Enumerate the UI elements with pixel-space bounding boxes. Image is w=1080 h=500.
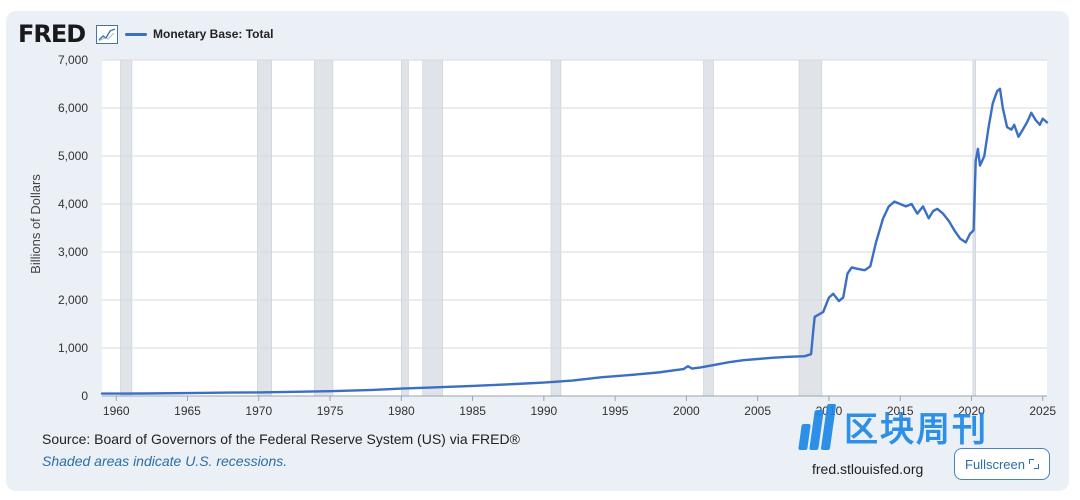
y-tick-label: 5,000: [58, 149, 88, 163]
legend-label: Monetary Base: Total: [153, 27, 274, 41]
legend-swatch: [125, 32, 147, 36]
recession-band: [798, 59, 823, 397]
x-tick-label: 2025: [1029, 404, 1056, 418]
recession-band: [550, 59, 562, 397]
fred-logo: FRED: [18, 20, 86, 48]
x-tick-label: 2020: [958, 404, 985, 418]
fullscreen-icon: [1028, 459, 1039, 469]
y-tick-label: 6,000: [58, 101, 88, 115]
chart-legend: Monetary Base: Total: [125, 27, 273, 41]
x-tick-label: 2005: [744, 404, 771, 418]
x-tick-label: 1985: [459, 404, 486, 418]
recession-band: [120, 59, 133, 397]
x-tick-label: 2015: [887, 404, 914, 418]
watermark-text: 区块周刊: [844, 410, 988, 450]
series-line: [100, 87, 1049, 395]
y-tick-label: 7,000: [58, 53, 88, 67]
site-url[interactable]: fred.stlouisfed.org: [812, 461, 924, 477]
recession-band: [422, 59, 443, 397]
source-note: Source: Board of Governors of the Federa…: [42, 431, 520, 447]
y-axis-title: Billions of Dollars: [28, 174, 43, 274]
fullscreen-button[interactable]: Fullscreen: [954, 448, 1050, 480]
x-tick-label: 1960: [103, 404, 130, 418]
recession-band: [257, 59, 272, 397]
x-tick-label: 1965: [174, 404, 201, 418]
y-tick-label: 4,000: [58, 197, 88, 211]
y-tick-label: 2,000: [58, 293, 88, 307]
recession-band: [703, 59, 714, 397]
fullscreen-label: Fullscreen: [965, 456, 1025, 472]
x-tick-label: 1970: [245, 404, 272, 418]
plot-area: [102, 60, 1047, 396]
x-tick-label: 1975: [317, 404, 344, 418]
watermark-bars-icon: [798, 403, 838, 450]
recession-band: [314, 59, 334, 397]
x-tick-label: 1990: [531, 404, 558, 418]
y-tick-label: 0: [81, 389, 88, 403]
recession-note: Shaded areas indicate U.S. recessions.: [42, 453, 288, 469]
watermark-logo: 区块周刊: [798, 402, 988, 451]
y-tick-label: 1,000: [58, 341, 88, 355]
recession-band: [401, 59, 409, 397]
chart-icon: [96, 25, 118, 44]
x-tick-label: 1995: [602, 404, 629, 418]
x-tick-label: 2000: [673, 404, 700, 418]
y-tick-label: 3,000: [58, 245, 88, 259]
x-tick-label: 1980: [388, 404, 415, 418]
